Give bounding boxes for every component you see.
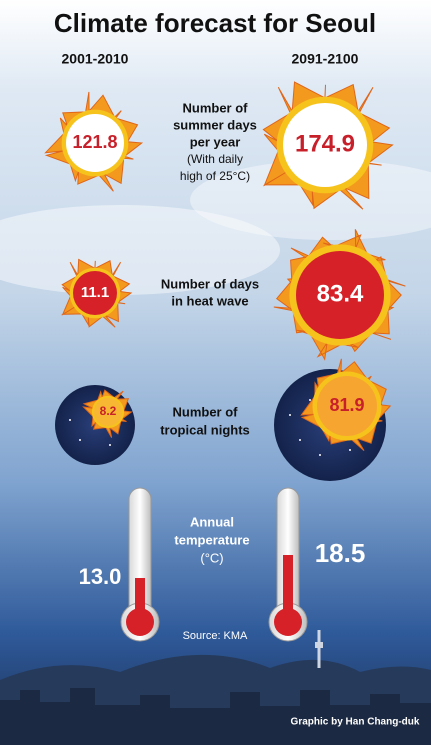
star bbox=[289, 414, 291, 416]
value: 18.5 bbox=[315, 538, 366, 568]
row-label: tropical nights bbox=[160, 422, 250, 437]
sun-core bbox=[94, 398, 122, 426]
value: 83.4 bbox=[317, 280, 364, 307]
star bbox=[349, 449, 351, 451]
period-label: 2091-2100 bbox=[292, 51, 359, 67]
star bbox=[109, 444, 111, 446]
sun-core bbox=[317, 376, 377, 436]
row-label: Number of days bbox=[161, 276, 259, 291]
artwork bbox=[44, 81, 406, 642]
star bbox=[309, 399, 311, 401]
row-label: temperature bbox=[174, 532, 249, 547]
thermometer-fill bbox=[283, 555, 293, 625]
thermometer-bulb bbox=[126, 608, 154, 636]
row-label: Number of bbox=[183, 100, 249, 115]
value: 11.1 bbox=[81, 284, 109, 301]
row-label: summer days bbox=[173, 117, 257, 132]
value: 8.2 bbox=[100, 404, 117, 418]
title: Climate forecast for Seoul bbox=[54, 8, 376, 38]
sun-core bbox=[283, 103, 367, 187]
star bbox=[319, 454, 321, 456]
value: 81.9 bbox=[329, 395, 364, 415]
row-note: high of 25°C) bbox=[180, 169, 250, 183]
star bbox=[69, 419, 71, 421]
credit: Graphic by Han Chang-duk bbox=[291, 717, 420, 728]
star bbox=[79, 439, 81, 441]
row-note: (With daily bbox=[187, 152, 243, 166]
period-label: 2001-2010 bbox=[62, 51, 129, 67]
sun-core bbox=[73, 271, 117, 315]
row-label: Annual bbox=[190, 514, 234, 529]
star bbox=[299, 439, 301, 441]
cloud bbox=[0, 205, 280, 295]
row-label: in heat wave bbox=[171, 293, 248, 308]
row-label: Number of bbox=[173, 404, 239, 419]
row-label: per year bbox=[190, 134, 241, 149]
value: 174.9 bbox=[295, 130, 355, 157]
source: Source: KMA bbox=[183, 630, 248, 642]
city-buildings bbox=[0, 688, 431, 745]
row-note: (°C) bbox=[200, 550, 223, 565]
thermometer-fill bbox=[135, 578, 145, 625]
tower-deck bbox=[315, 642, 323, 648]
sun-core bbox=[296, 251, 384, 339]
value: 121.8 bbox=[72, 132, 117, 152]
thermometer-bulb bbox=[274, 608, 302, 636]
sun-core bbox=[66, 114, 124, 172]
value: 13.0 bbox=[79, 564, 122, 589]
